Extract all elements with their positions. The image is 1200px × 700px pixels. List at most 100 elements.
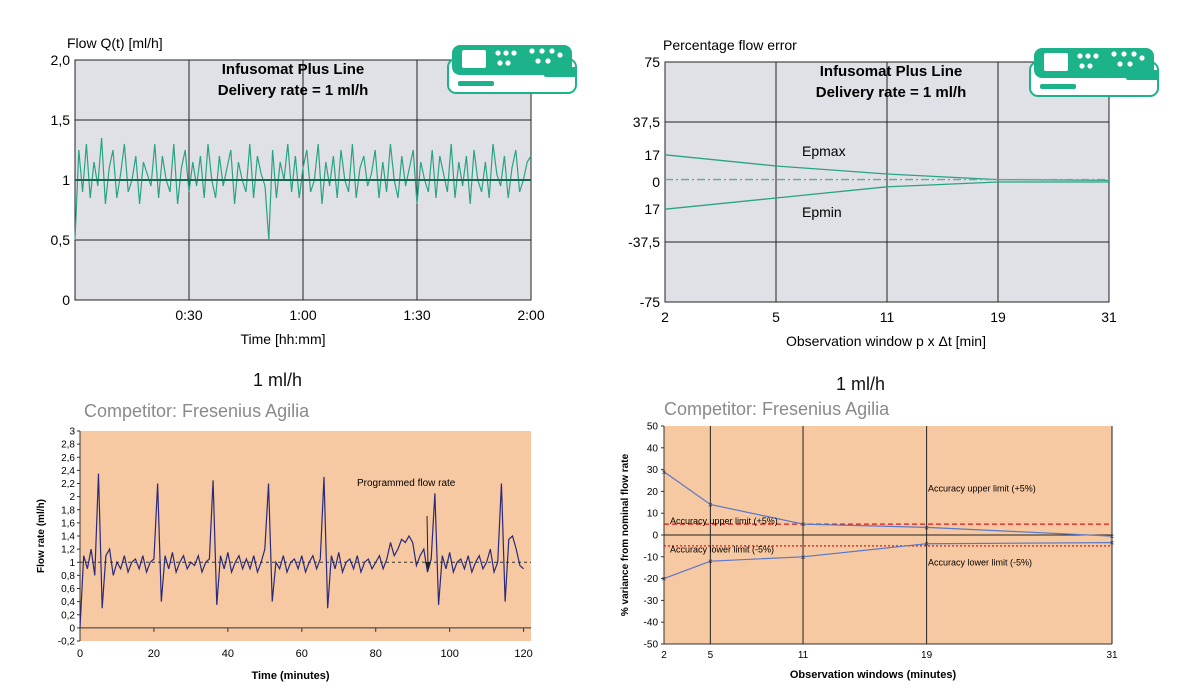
y-tick-label: 10 [647,509,659,520]
epmin-series-line [664,181,1109,210]
x-tick-label: 2 [661,309,669,325]
x-axis-title: Time [hh:mm] [240,331,325,347]
pump-slot [458,81,494,86]
x-tick-label: 20 [148,648,160,660]
y-tick-label: -75 [640,294,660,310]
y-axis-title: Flow Q(t) [ml/h] [67,35,163,51]
y-tick-label: 37,5 [633,114,660,130]
pump-button-dot [1121,51,1127,57]
annotation-device: Infusomat Plus Line [820,63,963,80]
y-tick-label: -37,5 [628,234,660,250]
x-tick-label: 1:30 [403,307,430,323]
series-point-marker: × [924,523,929,532]
y-tick-label: 2,0 [51,52,71,68]
pump-button-dot [529,48,535,54]
y-tick-label: -40 [644,618,659,629]
series-point-marker: × [662,468,667,477]
x-tick-label: 60 [296,648,308,660]
y-tick-label: 0,4 [61,597,75,608]
pump-slot [1040,84,1076,89]
y-tick-label: 0 [69,623,75,634]
y-tick-label: 1,8 [61,505,75,516]
y-tick-label: -30 [644,596,659,607]
series-point-marker: × [1110,532,1115,541]
bottom-right-heading: 1 ml/h [836,374,886,394]
y-axis-title: Percentage flow error [663,37,797,53]
pump-button-dot [535,58,541,64]
y-tick-label: 2,8 [61,440,75,451]
pump-button-dot [503,50,509,56]
x-tick-label: 80 [370,648,382,660]
pump-button-dot [545,58,551,64]
x-tick-label: 31 [1101,309,1117,325]
y-axis-title: Flow rate (ml/h) [36,499,47,573]
epmax-label: Epmax [802,143,846,159]
bottom-left-heading: 1 ml/h [253,370,303,390]
pump-button-dot [495,50,501,56]
y-tick-label: 75 [644,54,660,70]
y-tick-label: -10 [644,552,659,563]
x-tick-label: 100 [440,648,458,660]
series-point-marker: × [1110,539,1115,548]
x-tick-label: 31 [1106,650,1118,661]
y-tick-label: 30 [647,465,659,476]
annotation-rate: Delivery rate = 1 ml/h [218,82,369,99]
series-point-marker: × [708,557,713,566]
y-tick-label: -20 [644,574,659,585]
pump-screen [1044,53,1068,71]
x-axis-title: Observation window p x Δt [min] [786,333,986,349]
y-tick-label: 17 [644,147,660,163]
y-tick-label: -50 [644,640,659,651]
programmed-flow-annotation: Programmed flow rate [357,478,456,489]
x-tick-label: 0:30 [175,307,202,323]
pump-connector [1126,70,1158,80]
x-tick-label: 0 [77,648,83,660]
x-tick-label: 11 [880,309,895,325]
bottom-left-competitor-label: Competitor: Fresenius Agilia [84,401,310,421]
x-tick-label: 40 [222,648,234,660]
upper-variance-series-line [663,471,1113,537]
annotation-rate: Delivery rate = 1 ml/h [816,84,967,101]
x-tick-label: 5 [772,309,780,325]
pump-device-icon [447,45,577,94]
y-tick-label: 40 [647,443,659,454]
y-tick-label: 2,6 [61,453,75,464]
pump-button-dot [1127,61,1133,67]
pump-button-dot [1139,55,1145,61]
lower-limit-annotation-left: Accuracy lower limit (-5%) [670,544,774,554]
y-tick-label: -0,2 [58,637,76,648]
flow-rate-series-line [79,473,525,628]
y-tick-label: 2,2 [61,479,75,490]
flow-error-chart-infusomat: 75 37,5 17 0 17 -37,5 -752 5 11 19 31 Epmax Epmin Per… [628,37,1159,349]
y-tick-label: 3 [69,427,75,438]
pump-button-dot [1087,63,1093,69]
y-tick-label: 1,2 [61,545,75,556]
pump-button-dot [505,60,511,66]
pump-button-dot [497,60,503,66]
annotation-arrow-head [425,562,431,570]
y-tick-label: 1 [69,558,75,569]
epmin-label: Epmin [802,204,842,220]
series-point-marker: × [924,540,929,549]
y-tick-label: 1,6 [61,518,75,529]
y-tick-label: 2,4 [61,466,75,477]
series-point-marker: × [801,520,806,529]
pump-button-dot [511,50,517,56]
y-tick-label: 0 [62,292,70,308]
x-tick-label: 19 [921,650,933,661]
x-tick-label: 5 [708,650,714,661]
series-point-marker: × [708,500,713,509]
x-tick-label: 2:00 [517,307,544,323]
pump-button-dot [539,48,545,54]
pump-connector [544,67,576,77]
x-tick-label: 11 [798,650,809,661]
pump-button-dot [1093,53,1099,59]
y-tick-label: 17 [644,201,660,217]
y-tick-label: 0 [652,531,658,542]
pump-button-dot [1117,61,1123,67]
x-tick-label: 2 [661,650,667,661]
y-tick-label: 0,8 [61,571,75,582]
x-tick-label: 1:00 [289,307,316,323]
y-tick-label: 0 [652,174,660,190]
